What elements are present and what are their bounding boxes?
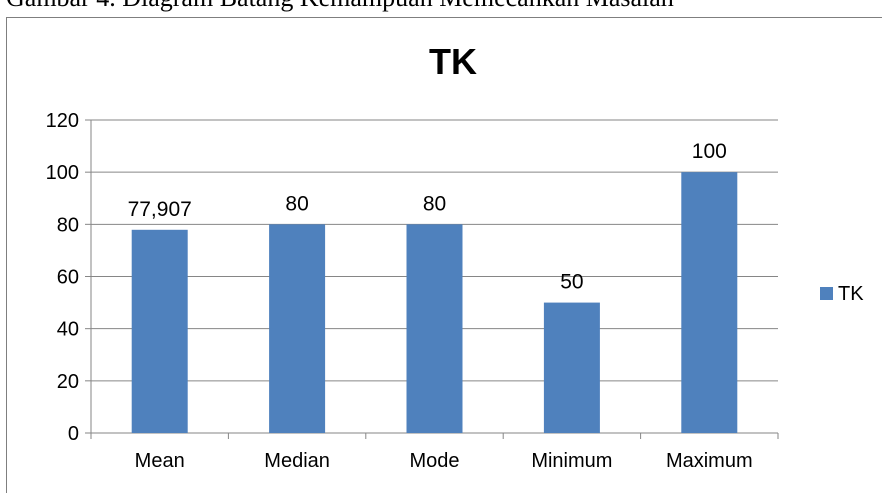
data-label-maximum: 100 <box>692 140 727 163</box>
y-tick-label: 60 <box>57 267 79 289</box>
y-tick-label: 120 <box>46 110 79 132</box>
y-tick-label: 20 <box>57 371 79 393</box>
data-label-minimum: 50 <box>560 271 583 294</box>
x-tick-label-minimum: Minimum <box>531 450 612 472</box>
x-tick-label-median: Median <box>264 450 330 472</box>
data-label-mean: 77,907 <box>128 198 192 221</box>
bar-mode <box>406 224 463 433</box>
chart-frame <box>6 17 882 493</box>
bar-maximum <box>681 172 738 433</box>
x-tick-labels: Mean Median Mode Minimum Maximum <box>135 450 753 472</box>
bar-mean <box>131 229 188 433</box>
x-tick-label-maximum: Maximum <box>666 450 753 472</box>
legend-swatch <box>820 287 833 300</box>
data-label-mode: 80 <box>423 192 446 215</box>
legend: TK <box>820 283 864 305</box>
page-caption: Gambar 4. Diagram Batang Kemampuan Memec… <box>6 0 882 18</box>
y-tick-label: 100 <box>46 162 79 184</box>
x-tick-label-mode: Mode <box>409 450 459 472</box>
y-tick-labels: 0 20 40 60 80 100 120 <box>46 110 79 445</box>
data-label-median: 80 <box>285 192 308 215</box>
data-labels: 77,907 80 80 50 100 <box>128 140 727 293</box>
x-tick-label-mean: Mean <box>135 450 185 472</box>
y-tick-label: 80 <box>57 214 79 236</box>
bars <box>131 172 738 433</box>
legend-label: TK <box>838 283 864 305</box>
bar-median <box>269 224 326 433</box>
bar-minimum <box>543 302 600 433</box>
y-tick-label: 40 <box>57 319 79 341</box>
y-tick-label: 0 <box>68 423 79 445</box>
chart-title: TK <box>429 41 477 82</box>
